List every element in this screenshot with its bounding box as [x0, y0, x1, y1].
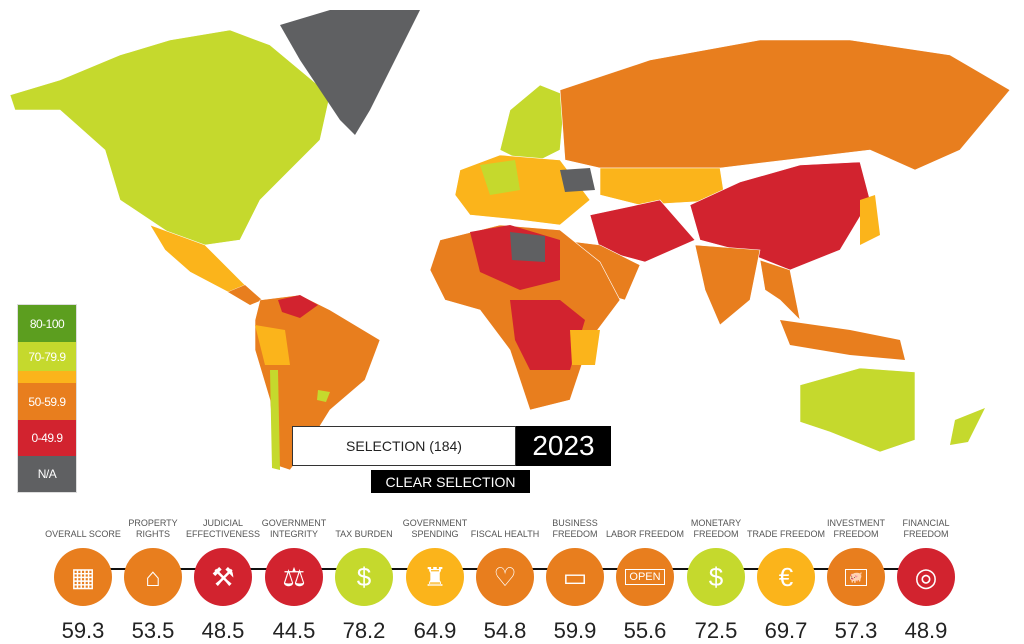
indicator-monetary-freedom[interactable]: MONETARY FREEDOM $ 72.5 — [676, 508, 756, 644]
money-bag-icon-glyph: $ — [356, 561, 372, 592]
indicator-fiscal-health[interactable]: FISCAL HEALTH ♡ 54.8 — [465, 508, 545, 644]
scales-icon-glyph: ⚖ — [282, 561, 306, 592]
indicator-overall-score[interactable]: OVERALL SCORE ▦ 59.3 — [43, 508, 123, 644]
indicator-label: FISCAL HEALTH — [470, 529, 540, 539]
calculator-icon-glyph: ▦ — [70, 561, 96, 592]
region-venezuela[interactable] — [278, 295, 318, 318]
coins-icon-glyph: $ — [708, 561, 724, 592]
indicator-value: 48.9 — [904, 618, 948, 643]
region-central-america[interactable] — [228, 285, 262, 305]
safe-icon[interactable]: ◎ — [897, 548, 955, 606]
indicator-label: TRADE FREEDOM — [746, 529, 825, 539]
legend-60-69-9[interactable] — [18, 371, 76, 383]
indicator-government-spending[interactable]: GOVERNMENT SPENDING ♜ 64.9 — [395, 508, 475, 644]
indicator-value: 78.2 — [342, 618, 386, 643]
indicator-labor-freedom[interactable]: LABOR FREEDOM OPEN 55.6 — [605, 508, 685, 644]
region-ukraine[interactable] — [560, 168, 595, 192]
indicator-label: INVESTMENT FREEDOM — [826, 518, 885, 539]
indicator-government-integrity[interactable]: GOVERNMENT INTEGRITY ⚖ 44.5 — [254, 508, 334, 644]
indicator-label: JUDICIAL EFFECTIVENESS — [185, 518, 260, 539]
open-sign-icon-glyph: OPEN — [625, 569, 665, 585]
legend-50-59-9[interactable]: 50-59.9 — [18, 383, 76, 420]
indicator-value: 55.6 — [623, 618, 667, 643]
clear-selection-button[interactable]: CLEAR SELECTION — [371, 470, 530, 493]
region-peru[interactable] — [255, 325, 290, 365]
indicator-value: 69.7 — [764, 618, 808, 643]
region-southeast-asia[interactable] — [759, 259, 801, 321]
indicator-value: 54.8 — [483, 618, 527, 643]
region-east-africa[interactable] — [570, 330, 600, 365]
indicator-judicial-effectiveness[interactable]: JUDICIAL EFFECTIVENESS ⚒ 48.5 — [183, 508, 263, 644]
indicator-value: 64.9 — [413, 618, 457, 643]
indicator-label: FINANCIAL FREEDOM — [902, 518, 950, 539]
region-libya[interactable] — [510, 232, 545, 262]
region-australia[interactable] — [799, 367, 916, 453]
indicator-label: BUSINESS FREEDOM — [552, 518, 598, 539]
region-india[interactable] — [694, 244, 761, 326]
region-greenland[interactable] — [280, 10, 420, 135]
house-icon-glyph: ⌂ — [145, 561, 161, 592]
year-selector[interactable]: 2023 — [516, 426, 611, 466]
piggy-bank-icon-glyph: 🐖 — [845, 568, 867, 586]
region-central-asia[interactable] — [599, 167, 726, 206]
region-chile[interactable] — [270, 370, 280, 470]
indicator-value: 59.3 — [61, 618, 105, 643]
region-middle-east[interactable] — [589, 199, 696, 263]
indicator-label: MONETARY FREEDOM — [690, 518, 742, 539]
briefcase-icon-glyph: ▭ — [562, 561, 588, 592]
indicator-value: 59.9 — [553, 618, 597, 643]
world-map[interactable] — [0, 0, 1024, 500]
heartbeat-icon[interactable]: ♡ — [476, 548, 534, 606]
legend-80-100[interactable]: 80-100 — [18, 305, 76, 342]
region-uruguay[interactable] — [317, 390, 330, 402]
capitol-icon-glyph: ♜ — [423, 561, 447, 592]
indicator-property-rights[interactable]: PROPERTY RIGHTS ⌂ 53.5 — [113, 508, 193, 644]
indicator-label: PROPERTY RIGHTS — [128, 518, 178, 539]
indicator-financial-freedom[interactable]: FINANCIAL FREEDOM ◎ 48.9 — [886, 508, 966, 644]
indicator-business-freedom[interactable]: BUSINESS FREEDOM ▭ 59.9 — [535, 508, 615, 644]
currency-icon-glyph: € — [778, 561, 794, 592]
indicator-label: GOVERNMENT INTEGRITY — [261, 518, 327, 539]
indicator-value: 53.5 — [131, 618, 175, 643]
indicator-value: 44.5 — [272, 618, 316, 643]
region-western-europe[interactable] — [480, 160, 520, 195]
house-icon[interactable]: ⌂ — [124, 548, 182, 606]
piggy-bank-icon[interactable]: 🐖 — [827, 548, 885, 606]
region-scandinavia[interactable] — [499, 84, 566, 166]
indicator-value: 72.5 — [694, 618, 738, 643]
money-bag-icon[interactable]: $ — [335, 548, 393, 606]
gavel-icon[interactable]: ⚒ — [194, 548, 252, 606]
region-north-america[interactable] — [9, 29, 331, 246]
scales-icon[interactable]: ⚖ — [265, 548, 323, 606]
region-japan[interactable] — [860, 195, 880, 245]
indicator-label: OVERALL SCORE — [45, 529, 121, 539]
region-indonesia[interactable] — [780, 320, 905, 360]
indicator-label: TAX BURDEN — [335, 529, 393, 539]
indicator-tax-burden[interactable]: TAX BURDEN $ 78.2 — [324, 508, 404, 644]
currency-icon[interactable]: € — [757, 548, 815, 606]
safe-icon-glyph: ◎ — [914, 561, 938, 592]
indicator-trade-freedom[interactable]: TRADE FREEDOM € 69.7 — [746, 508, 826, 644]
calculator-icon[interactable]: ▦ — [54, 548, 112, 606]
region-central-africa-red[interactable] — [510, 300, 585, 370]
indicator-label: LABOR FREEDOM — [605, 529, 684, 539]
indicator-value: 57.3 — [834, 618, 878, 643]
open-sign-icon[interactable]: OPEN — [616, 548, 674, 606]
score-legend: 80-100 70-79.9 50-59.9 0-49.9 N/A — [17, 304, 77, 493]
indicator-label: GOVERNMENT SPENDING — [402, 518, 468, 539]
legend-70-79-9[interactable]: 70-79.9 — [18, 342, 76, 371]
heartbeat-icon-glyph: ♡ — [493, 561, 517, 592]
indicator-investment-freedom[interactable]: INVESTMENT FREEDOM 🐖 57.3 — [816, 508, 896, 644]
legend-0-49-9[interactable]: 0-49.9 — [18, 420, 76, 456]
briefcase-icon[interactable]: ▭ — [546, 548, 604, 606]
selection-box[interactable]: SELECTION (184) — [292, 426, 516, 466]
coins-icon[interactable]: $ — [687, 548, 745, 606]
region-china[interactable] — [689, 161, 871, 271]
gavel-icon-glyph: ⚒ — [211, 561, 235, 592]
indicator-value: 48.5 — [201, 618, 245, 643]
region-russia[interactable] — [559, 39, 1011, 171]
capitol-icon[interactable]: ♜ — [406, 548, 464, 606]
legend-na[interactable]: N/A — [18, 456, 76, 492]
region-new-zealand[interactable] — [950, 408, 985, 445]
